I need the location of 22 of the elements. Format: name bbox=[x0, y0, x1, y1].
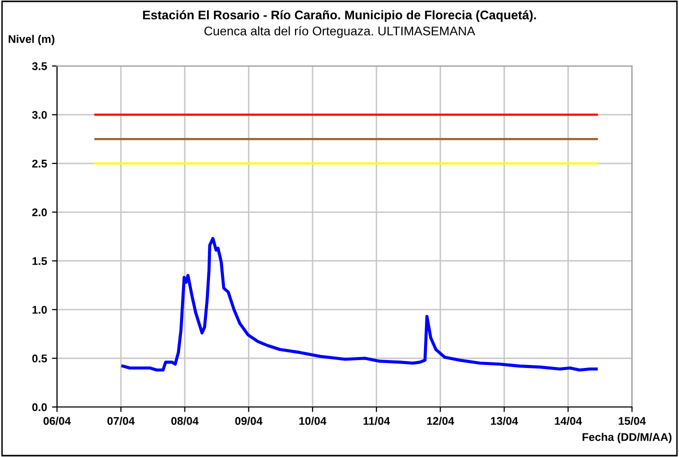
x-tick-label: 15/04 bbox=[618, 416, 646, 425]
x-tick-label: 06/04 bbox=[44, 416, 71, 425]
y-tick-label: 1.5 bbox=[32, 257, 47, 265]
x-axis-title: Fecha (DD/M/AA) bbox=[582, 432, 672, 444]
x-tick-label: 13/04 bbox=[491, 416, 518, 425]
y-tick-label: 1.0 bbox=[32, 306, 47, 314]
y-tick-label: 0.5 bbox=[32, 354, 47, 362]
x-tick-label: 07/04 bbox=[107, 416, 135, 425]
x-tick-label: 11/04 bbox=[364, 416, 390, 425]
y-axis-title: Nivel (m) bbox=[8, 34, 54, 46]
y-tick-label: 3.0 bbox=[32, 110, 47, 119]
x-tick-label: 10/04 bbox=[299, 416, 326, 425]
chart-subtitle: Cuenca alta del río Orteguaza. ULTIMASEMANA bbox=[204, 26, 476, 38]
y-tick-label: 3.5 bbox=[32, 62, 47, 70]
x-tick-label: 08/04 bbox=[171, 416, 199, 425]
x-tick-label: 14/04 bbox=[554, 416, 582, 425]
chart-title: Estación El Rosario - Río Caraño. Municipio de Florecia (Caquetá). bbox=[143, 10, 536, 22]
y-tick-label: 0.0 bbox=[32, 403, 47, 412]
y-tick-label: 2.0 bbox=[32, 208, 47, 216]
y-tick-label: 2.5 bbox=[32, 160, 47, 168]
x-tick-label: 09/04 bbox=[235, 416, 263, 425]
x-tick-label: 12/04 bbox=[427, 416, 454, 425]
